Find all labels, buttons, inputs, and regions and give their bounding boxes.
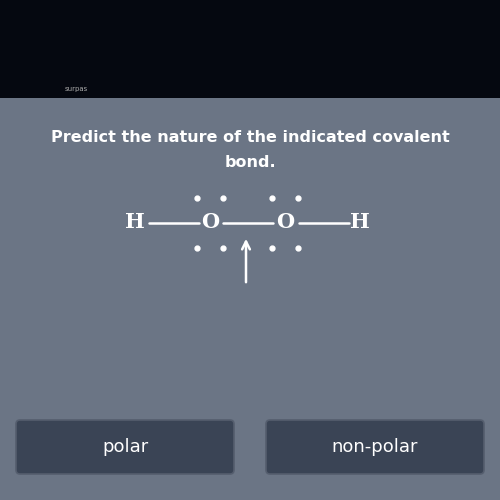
Text: Predict the nature of the indicated covalent: Predict the nature of the indicated cova… — [50, 130, 450, 145]
Text: O: O — [276, 212, 294, 233]
Text: polar: polar — [102, 438, 148, 456]
Text: O: O — [201, 212, 219, 233]
Text: H: H — [125, 212, 145, 233]
Text: H: H — [350, 212, 370, 233]
FancyBboxPatch shape — [16, 420, 234, 474]
Bar — [0, 0, 500, 98]
FancyBboxPatch shape — [266, 420, 484, 474]
Text: surpas: surpas — [65, 86, 88, 92]
Text: non-polar: non-polar — [332, 438, 418, 456]
Text: bond.: bond. — [224, 155, 276, 170]
